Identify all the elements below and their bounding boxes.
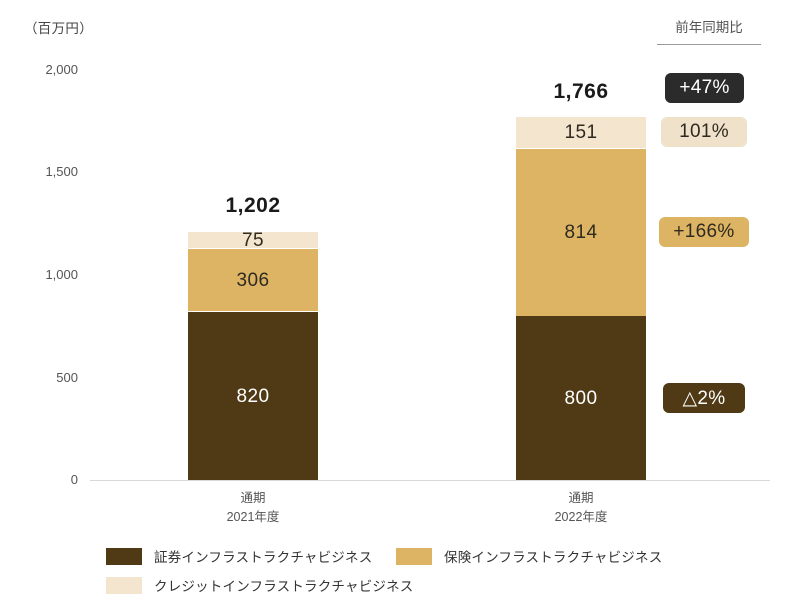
bar-segment-value: 800 <box>564 387 598 409</box>
legend-item-label: 保険インフラストラクチャビジネス <box>444 550 663 565</box>
x-axis-label-year: 2021年度 <box>226 510 280 525</box>
legend-item-securities[interactable]: 証券インフラストラクチャビジネス <box>106 546 396 566</box>
bar-segment-value: 306 <box>236 269 270 291</box>
yoy-column-header: 前年同期比 <box>675 20 743 35</box>
bar-total-label-2021: 1,202 <box>225 194 281 217</box>
x-axis-label-period: 通期 <box>240 491 266 505</box>
bar-segment-value: 75 <box>242 229 264 251</box>
y-axis-tick-1000: 1,000 <box>45 267 78 282</box>
yoy-badge-total: +47% <box>665 73 744 103</box>
bar-segment-securities-2021[interactable]: 820 <box>188 312 318 480</box>
y-axis-tick-1500: 1,500 <box>45 164 78 179</box>
bar-segment-securities-2022[interactable]: 800 <box>516 316 646 480</box>
legend-row: クレジットインフラストラクチャビジネス <box>106 575 766 595</box>
unit-caption: （百万円） <box>24 21 93 36</box>
y-axis-tick-500: 500 <box>56 370 78 385</box>
yoy-badge-credit: 101% <box>661 117 747 147</box>
legend-item-credit[interactable]: クレジットインフラストラクチャビジネス <box>106 575 413 595</box>
bar-segment-credit-2022[interactable]: 151 <box>516 117 646 148</box>
yoy-badge-securities: △2% <box>663 383 745 413</box>
legend-swatch-icon <box>106 576 142 594</box>
legend-swatch-icon <box>106 547 142 565</box>
y-axis-tick-0: 0 <box>70 472 78 487</box>
bar-segment-value: 814 <box>564 222 598 243</box>
bar-total-label-2022: 1,766 <box>553 80 609 103</box>
x-axis-label-period: 通期 <box>568 491 594 505</box>
legend-row: 証券インフラストラクチャビジネス 保険インフラストラクチャビジネス <box>106 546 766 566</box>
y-axis-tick-2000: 2,000 <box>45 62 78 77</box>
bar-segment-insurance-2022[interactable]: 814 <box>516 149 646 316</box>
legend-swatch-icon <box>396 547 432 565</box>
bar-segment-insurance-2021[interactable]: 306 <box>188 249 318 311</box>
legend-item-label: クレジットインフラストラクチャビジネス <box>154 579 414 594</box>
legend-item-label: 証券インフラストラクチャビジネス <box>154 550 373 565</box>
bar-segment-value: 151 <box>564 122 598 143</box>
x-axis-label-2021: 通期 2021年度 <box>153 489 353 528</box>
x-axis-label-year: 2022年度 <box>554 510 608 525</box>
legend: 証券インフラストラクチャビジネス 保険インフラストラクチャビジネス クレジットイ… <box>106 546 766 604</box>
bar-segment-value: 820 <box>236 385 270 407</box>
x-axis-baseline <box>90 480 770 481</box>
x-axis-label-2022: 通期 2022年度 <box>481 489 681 528</box>
yoy-badge-insurance: +166% <box>659 217 749 247</box>
yoy-header-divider <box>657 44 761 45</box>
legend-item-insurance[interactable]: 保険インフラストラクチャビジネス <box>396 546 662 566</box>
bar-segment-credit-2021[interactable]: 75 <box>188 229 318 251</box>
